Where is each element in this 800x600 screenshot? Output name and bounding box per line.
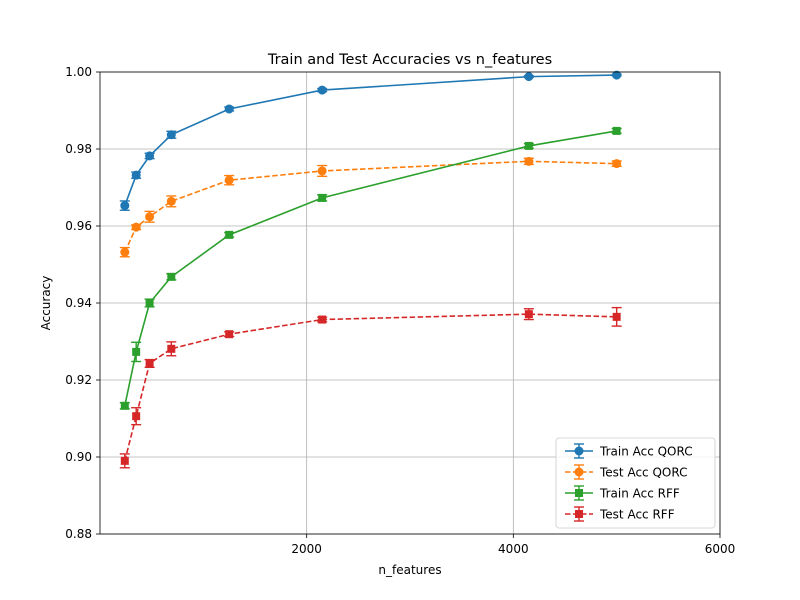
test-acc-rff-series — [119, 306, 622, 469]
x-tick-label: 2000 — [291, 542, 322, 556]
train-acc-rff-point — [612, 126, 621, 135]
test-acc-qorc-series — [119, 156, 622, 258]
test-acc-rff-line — [124, 313, 617, 462]
test-acc-rff-point — [524, 310, 533, 319]
test-acc-rff-point — [132, 412, 141, 421]
test-acc-rff-point — [145, 359, 154, 368]
y-axis-label: Accuracy — [39, 276, 53, 331]
test-acc-rff-point — [612, 312, 621, 321]
test-acc-rff-legend-marker — [575, 510, 583, 518]
train-acc-qorc-point — [524, 72, 534, 82]
series-layer — [119, 70, 622, 469]
test-acc-rff-point — [225, 330, 234, 339]
train-acc-rff-point — [225, 230, 234, 239]
test-acc-rff-point — [120, 456, 129, 465]
test-acc-qorc-legend-label: Test Acc QORC — [599, 466, 687, 480]
train-acc-qorc-series — [119, 70, 622, 211]
train-acc-rff-point — [145, 299, 154, 307]
train-acc-rff-legend-marker — [575, 489, 583, 497]
y-tick-label: 0.90 — [65, 450, 92, 464]
test-acc-qorc-point — [120, 247, 130, 257]
x-axis-ticks: 2000 4000 6000 — [291, 534, 735, 556]
y-tick-label: 0.92 — [65, 373, 92, 387]
train-acc-rff-series — [119, 126, 622, 410]
train-acc-qorc-point — [224, 104, 234, 114]
legend-box — [555, 437, 716, 529]
test-acc-qorc-point — [524, 156, 534, 166]
train-acc-rff-point — [120, 401, 129, 410]
legend: Train Acc QORC Test Acc QORC Train Acc RFF… — [555, 437, 716, 529]
train-acc-rff-legend-label: Train Acc RFF — [599, 487, 680, 501]
y-tick-label: 0.88 — [65, 527, 92, 541]
test-acc-qorc-point — [145, 212, 155, 222]
train-acc-qorc-point — [612, 70, 622, 80]
x-tick-label: 6000 — [705, 542, 736, 556]
train-acc-rff-point — [167, 272, 176, 281]
test-acc-qorc-point — [612, 159, 622, 169]
y-tick-label: 0.96 — [65, 219, 92, 233]
test-acc-rff-legend-label: Test Acc RFF — [599, 508, 675, 522]
train-acc-rff-line — [124, 130, 617, 406]
y-tick-label: 0.94 — [65, 296, 92, 310]
test-acc-rff-point — [167, 344, 176, 353]
train-acc-qorc-point — [166, 130, 176, 140]
y-axis-ticks: 0.88 0.90 0.92 0.94 0.96 0.98 1.00 — [65, 65, 100, 541]
test-acc-qorc-point — [166, 196, 176, 206]
train-acc-qorc-legend-label: Train Acc QORC — [599, 445, 693, 459]
y-tick-label: 1.00 — [65, 65, 92, 79]
y-tick-label: 0.98 — [65, 142, 92, 156]
train-acc-rff-point — [132, 347, 141, 356]
train-acc-qorc-legend-marker — [574, 446, 584, 456]
train-acc-qorc-point — [317, 85, 327, 95]
x-tick-label: 4000 — [498, 542, 529, 556]
test-acc-rff-point — [318, 315, 327, 324]
test-acc-qorc-point — [224, 175, 234, 185]
test-acc-qorc-point — [131, 222, 141, 232]
train-acc-qorc-point — [120, 201, 130, 211]
train-acc-qorc-point — [131, 170, 141, 180]
train-acc-rff-point — [318, 193, 327, 202]
chart-title: Train and Test Accuracies vs n_features — [267, 52, 552, 68]
test-acc-qorc-legend-marker — [574, 467, 584, 477]
test-acc-qorc-point — [317, 166, 327, 176]
x-axis-label: n_features — [378, 563, 441, 577]
train-acc-rff-point — [524, 141, 533, 150]
train-acc-qorc-point — [145, 151, 155, 161]
